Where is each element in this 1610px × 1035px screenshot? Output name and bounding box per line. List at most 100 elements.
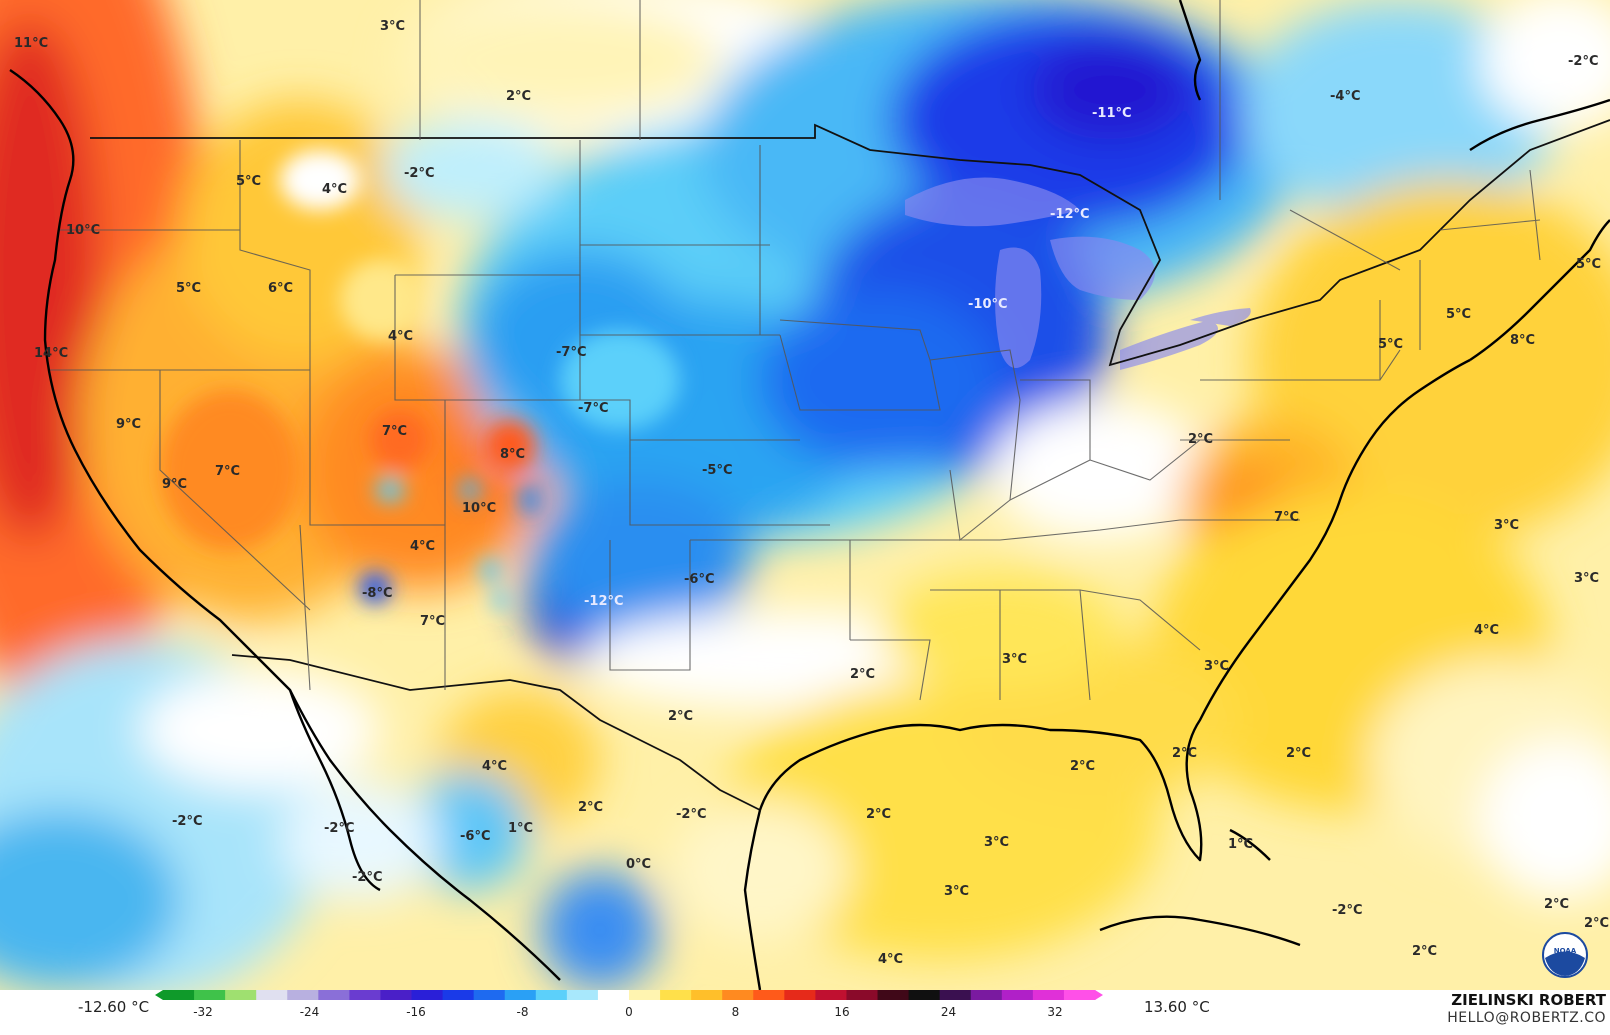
temp-label: -12°C — [1050, 207, 1090, 222]
color-scale-cell — [908, 990, 941, 1000]
temp-label: 5°C — [1378, 337, 1403, 352]
temp-label: -7°C — [578, 401, 608, 416]
temp-label: 2°C — [1188, 432, 1213, 447]
temp-label: -7°C — [556, 345, 586, 360]
color-scale-cell — [877, 990, 910, 1000]
temp-label: 3°C — [1574, 571, 1599, 586]
temp-label: -8°C — [362, 586, 392, 601]
temp-label: 2°C — [1412, 944, 1437, 959]
color-scale-cell — [970, 990, 1003, 1000]
temp-label: 7°C — [420, 614, 445, 629]
color-scale-ticks: -32 -24 -16 -8 0 8 16 24 32 — [193, 1005, 1062, 1019]
temp-label: -12°C — [584, 594, 624, 609]
legend-min-label: -12.60 °C — [78, 998, 150, 1016]
temp-label: 5°C — [1576, 257, 1601, 272]
color-scale-tick-label: -8 — [517, 1005, 529, 1019]
color-scale-cell — [225, 990, 257, 1000]
temp-label: 3°C — [380, 19, 405, 34]
temp-label: 2°C — [578, 800, 603, 815]
temp-label: 14°C — [34, 346, 68, 361]
color-scale-tick-label: 8 — [732, 1005, 740, 1019]
temp-label: 11°C — [14, 36, 48, 51]
color-scale-tick-label: -32 — [193, 1005, 213, 1019]
temp-label: 4°C — [388, 329, 413, 344]
legend-max-label: 13.60 °C — [1144, 998, 1210, 1016]
great-lakes — [905, 177, 1251, 370]
temp-label: 3°C — [1204, 659, 1229, 674]
temp-label: -2°C — [352, 870, 382, 885]
color-scale-cell — [1032, 990, 1065, 1000]
country-borders — [90, 119, 1610, 811]
color-scale-tick-label: -16 — [406, 1005, 426, 1019]
color-scale-cell — [1063, 990, 1096, 1000]
temp-label: 10°C — [66, 223, 100, 238]
coastlines — [9, 0, 1610, 990]
color-scale-cell — [163, 990, 195, 1000]
color-scale-cell — [349, 990, 381, 1000]
temp-label: 3°C — [1002, 652, 1027, 667]
temp-label: 2°C — [866, 807, 891, 822]
temp-label: 7°C — [1274, 510, 1299, 525]
color-scale-cell — [629, 990, 661, 1000]
temp-label: -5°C — [702, 463, 732, 478]
temp-label: 3°C — [984, 835, 1009, 850]
temperature-field — [0, 0, 1610, 990]
temp-label: -2°C — [172, 814, 202, 829]
color-scale-cell — [1001, 990, 1034, 1000]
temp-label: 4°C — [878, 952, 903, 967]
color-scale-cells — [155, 990, 1103, 1000]
temperature-labels: 11°C 3°C 2°C -11°C -4°C -2°C 5°C 4°C -2°… — [14, 19, 1609, 967]
temp-label: 4°C — [482, 759, 507, 774]
legend-footer: -12.60 °C -32 -24 -16 -8 0 8 16 24 32 13.60 °C Z… — [0, 990, 1610, 1035]
color-scale-tick-label: 32 — [1047, 1005, 1062, 1019]
temp-label: 2°C — [1544, 897, 1569, 912]
noaa-logo: NOAA — [1542, 932, 1588, 978]
temp-label: -2°C — [676, 807, 706, 822]
temp-label: 2°C — [506, 89, 531, 104]
color-scale-cell — [939, 990, 972, 1000]
temp-label: 1°C — [508, 821, 533, 836]
temp-label: 5°C — [1446, 307, 1471, 322]
temp-label: 8°C — [500, 447, 525, 462]
temp-label: -6°C — [684, 572, 714, 587]
color-scale-cell — [691, 990, 723, 1000]
temp-label: 7°C — [382, 424, 407, 439]
temp-label: 2°C — [1286, 746, 1311, 761]
temp-label: 3°C — [944, 884, 969, 899]
temp-label: -2°C — [1568, 54, 1598, 69]
temp-label: 4°C — [322, 182, 347, 197]
color-scale-cell — [846, 990, 879, 1000]
color-scale-cell — [287, 990, 319, 1000]
color-scale-cell — [815, 990, 847, 1000]
temp-label: 2°C — [1172, 746, 1197, 761]
author-credit: ZIELINSKI ROBERT — [1451, 991, 1606, 1009]
color-scale-tick-label: 24 — [941, 1005, 956, 1019]
color-scale-tick-label: 16 — [834, 1005, 849, 1019]
color-scale-cell — [442, 990, 475, 1000]
color-scale-cell — [504, 990, 537, 1000]
color-scale-max-arrow — [1095, 990, 1103, 1000]
temp-label: 2°C — [850, 667, 875, 682]
temp-label: -2°C — [1332, 903, 1362, 918]
temp-label: 2°C — [668, 709, 693, 724]
color-scale-cell — [597, 990, 630, 1000]
color-scale-cell — [380, 990, 413, 1000]
temp-label: -2°C — [404, 166, 434, 181]
temp-label: 5°C — [176, 281, 201, 296]
color-scale-cell — [660, 990, 692, 1000]
temp-label: 1°C — [1228, 837, 1253, 852]
temp-label: -11°C — [1092, 106, 1132, 121]
temp-label: 9°C — [162, 477, 187, 492]
color-scale-cell — [411, 990, 444, 1000]
color-scale-cell — [318, 990, 350, 1000]
temp-label: -2°C — [324, 821, 354, 836]
temp-label: -6°C — [460, 829, 490, 844]
color-scale-cell — [194, 990, 226, 1000]
temp-label: 5°C — [236, 174, 261, 189]
temp-label: 10°C — [462, 501, 496, 516]
color-scale-bar: -32 -24 -16 -8 0 8 16 24 32 — [155, 990, 1103, 1019]
color-scale-cell — [784, 990, 816, 1000]
temp-label: 8°C — [1510, 333, 1535, 348]
state-boundaries — [50, 0, 1541, 701]
temp-label: 3°C — [1494, 518, 1519, 533]
